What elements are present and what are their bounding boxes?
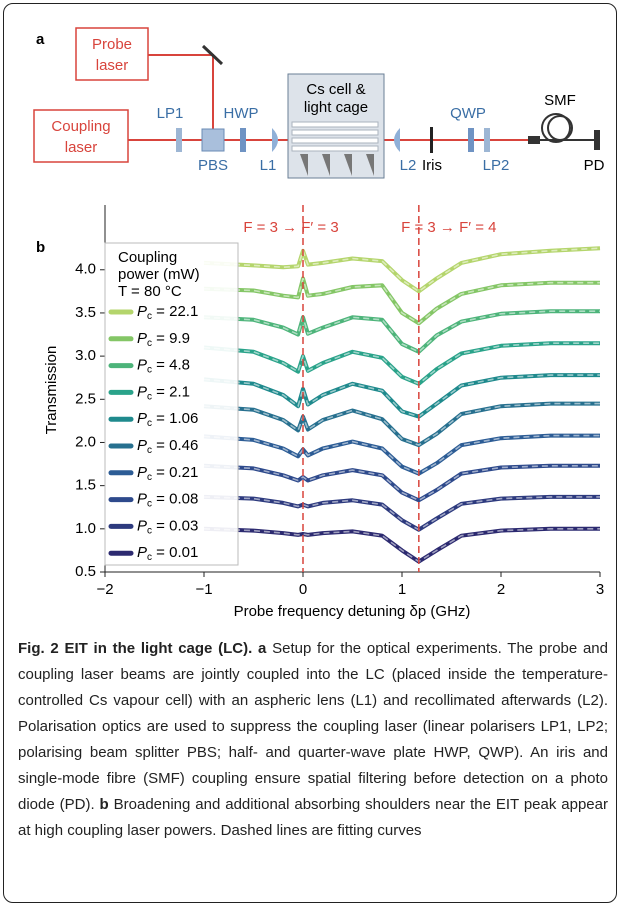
x-tick-label: 3 <box>596 581 604 598</box>
legend-label: Pc = 22.1 <box>137 303 198 322</box>
transition-label: F = 3 → F′ = 4 <box>401 219 496 236</box>
cell-label: Cs cell & <box>306 81 365 98</box>
y-tick-label: 2.5 <box>75 390 96 407</box>
fit-line <box>203 496 600 531</box>
component-label: L1 <box>260 157 277 174</box>
x-axis-label: Probe frequency detuning δp (GHz) <box>234 603 471 620</box>
component-label: LP2 <box>483 157 510 174</box>
legend-label: Pc = 0.03 <box>137 517 198 536</box>
figure-frame <box>3 3 617 903</box>
legend-label: Pc = 9.9 <box>137 330 190 349</box>
legend-label: Pc = 0.08 <box>137 491 198 510</box>
y-tick-label: 3.0 <box>75 347 96 364</box>
waveplate <box>468 128 474 152</box>
component-label: PBS <box>198 157 228 174</box>
fibre-coil <box>547 115 573 141</box>
y-axis-label: Transmission <box>43 346 60 435</box>
panel-label: a <box>36 31 45 48</box>
data-line <box>203 276 600 326</box>
component-label: QWP <box>450 105 486 122</box>
coupling-laser-box <box>33 109 129 163</box>
panel-label: b <box>36 239 45 256</box>
waveplate <box>240 128 246 152</box>
probe-laser-label: laser <box>96 57 129 74</box>
fit-line <box>203 247 601 293</box>
cell-label: light cage <box>304 99 368 116</box>
figure: a Probe laser Coupling laser LP1 PBS HWP… <box>33 27 605 620</box>
caption-text: Broadening and additional absorbing shou… <box>18 796 608 839</box>
data-line <box>203 341 600 386</box>
cage-supports <box>300 154 374 176</box>
x-tick-label: 1 <box>398 581 406 598</box>
legend-title: power (mW) <box>118 266 200 283</box>
fit-line <box>203 434 600 475</box>
data-line <box>203 463 600 503</box>
y-tick-label: 1.5 <box>75 477 96 494</box>
iris <box>430 127 433 153</box>
photodiode <box>594 130 600 150</box>
legend-box <box>104 242 239 566</box>
x-tick-label: −2 <box>96 581 113 598</box>
legend-label: Pc = 1.06 <box>137 410 198 429</box>
lens <box>272 128 278 152</box>
component-label: L2 <box>400 157 417 174</box>
data-line <box>203 494 600 532</box>
y-tick-label: 4.0 <box>75 261 96 278</box>
coupling-laser-label: Coupling <box>51 118 110 135</box>
probe-laser-box <box>75 27 149 81</box>
mirror <box>201 44 224 66</box>
transition-label: F = 3 → F′ = 3 <box>243 219 338 236</box>
caption-text: Setup for the optical experiments. The p… <box>18 640 608 813</box>
legend-title: T = 80 °C <box>118 283 182 300</box>
fibre-coil <box>541 113 571 143</box>
fibre-connector <box>528 136 540 144</box>
y-tick-label: 0.5 <box>75 563 96 580</box>
light-cage <box>291 121 379 152</box>
legend-title: Coupling <box>118 249 177 266</box>
legend-label: Pc = 2.1 <box>137 383 190 402</box>
fit-line <box>203 528 600 563</box>
fit-line <box>203 402 600 446</box>
component-label: LP1 <box>157 105 184 122</box>
legend-label: Pc = 0.46 <box>137 437 198 456</box>
caption-label: a <box>258 640 267 657</box>
coupling-laser-label: laser <box>65 139 98 156</box>
legend-label: Pc = 4.8 <box>137 357 190 376</box>
fit-line <box>203 275 600 325</box>
probe-laser-label: Probe <box>92 36 132 53</box>
y-tick-label: 3.5 <box>75 304 96 321</box>
lens <box>394 128 400 152</box>
caption: Fig. 2 EIT in the light cage (LC). a Set… <box>18 636 608 844</box>
caption-title: Fig. 2 EIT in the light cage (LC). <box>18 640 253 657</box>
fit-line <box>203 374 600 418</box>
y-tick-label: 1.0 <box>75 520 96 537</box>
data-line <box>203 526 600 564</box>
caption-label: b <box>99 796 109 813</box>
component-label: PD <box>584 157 605 174</box>
component-label: HWP <box>224 105 259 122</box>
component-label: Iris <box>422 157 442 174</box>
polariser <box>176 128 182 152</box>
pbs-cube <box>201 128 225 152</box>
legend-label: Pc = 0.21 <box>137 464 198 483</box>
y-tick-label: 2.0 <box>75 433 96 450</box>
fit-line <box>203 310 600 353</box>
x-tick-label: 2 <box>497 581 505 598</box>
fit-line <box>203 342 600 385</box>
x-tick-label: 0 <box>299 581 307 598</box>
polariser <box>484 128 490 152</box>
legend-label: Pc = 0.01 <box>137 544 198 563</box>
component-label: SMF <box>544 92 576 109</box>
x-tick-label: −1 <box>195 581 212 598</box>
